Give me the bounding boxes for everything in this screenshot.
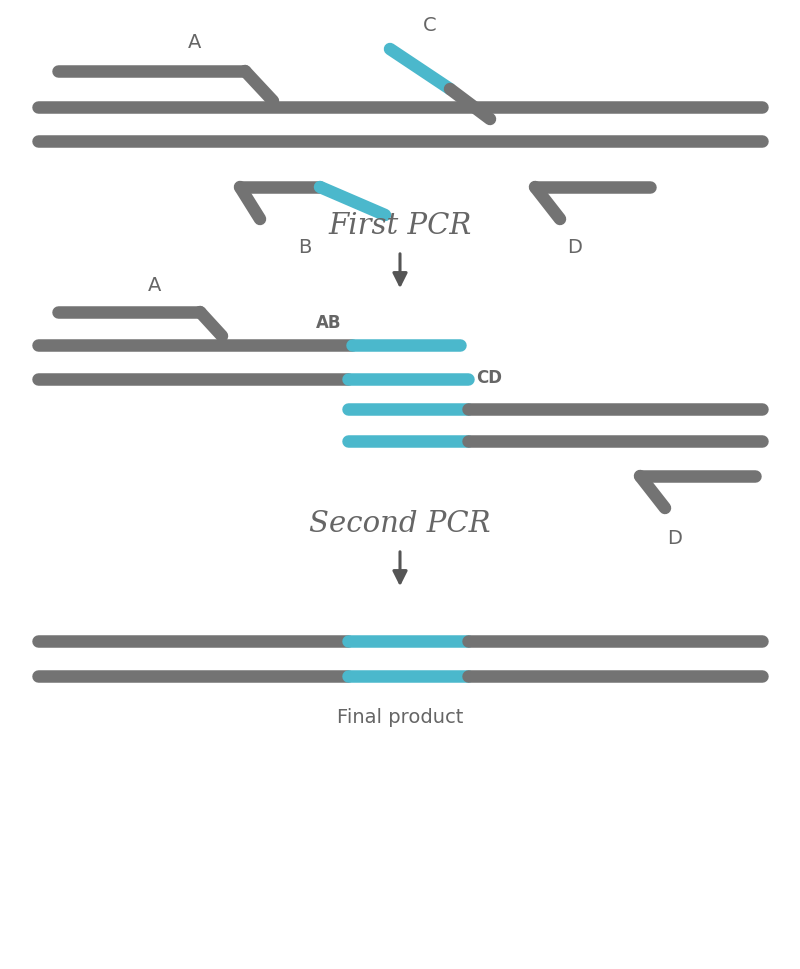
Text: AB: AB bbox=[316, 314, 342, 331]
Text: B: B bbox=[298, 237, 312, 257]
Text: First PCR: First PCR bbox=[328, 212, 472, 239]
Text: D: D bbox=[667, 528, 682, 547]
Text: A: A bbox=[148, 276, 162, 295]
Text: Second PCR: Second PCR bbox=[310, 510, 490, 538]
Text: D: D bbox=[567, 237, 582, 257]
Text: Final product: Final product bbox=[337, 707, 463, 726]
Text: CD: CD bbox=[476, 368, 502, 387]
Text: C: C bbox=[423, 16, 437, 35]
Text: A: A bbox=[188, 33, 202, 52]
